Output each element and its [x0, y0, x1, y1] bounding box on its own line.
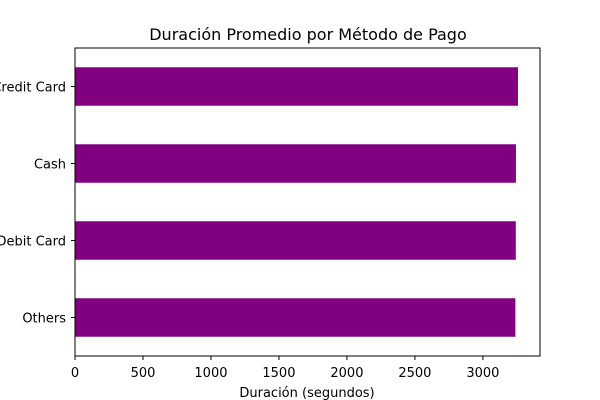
chart-title: Duración Promedio por Método de Pago	[149, 25, 467, 44]
x-tick-label: 500	[131, 366, 156, 381]
bar	[75, 298, 516, 337]
x-tick-label: 2000	[330, 366, 363, 381]
y-tick-label: Debit Card	[0, 235, 66, 250]
bar	[75, 144, 516, 183]
x-tick-label: 1000	[194, 366, 227, 381]
y-tick-label: Others	[22, 312, 66, 327]
bar	[75, 221, 516, 260]
x-axis: 0 500 1000 1500 2000 2500 3000	[71, 356, 499, 381]
x-tick-label: 2500	[398, 366, 431, 381]
bar	[75, 67, 518, 106]
x-tick-label: 3000	[466, 366, 499, 381]
y-tick-label: Cash	[34, 158, 66, 173]
bars	[75, 67, 518, 337]
y-axis: Credit Card Cash Debit Card Others	[0, 81, 75, 327]
x-tick-label: 0	[71, 366, 79, 381]
x-tick-label: 1500	[262, 366, 295, 381]
plot-frame	[74, 47, 541, 357]
y-tick-label: Credit Card	[0, 81, 66, 96]
x-axis-label: Duración (segundos)	[239, 386, 374, 400]
